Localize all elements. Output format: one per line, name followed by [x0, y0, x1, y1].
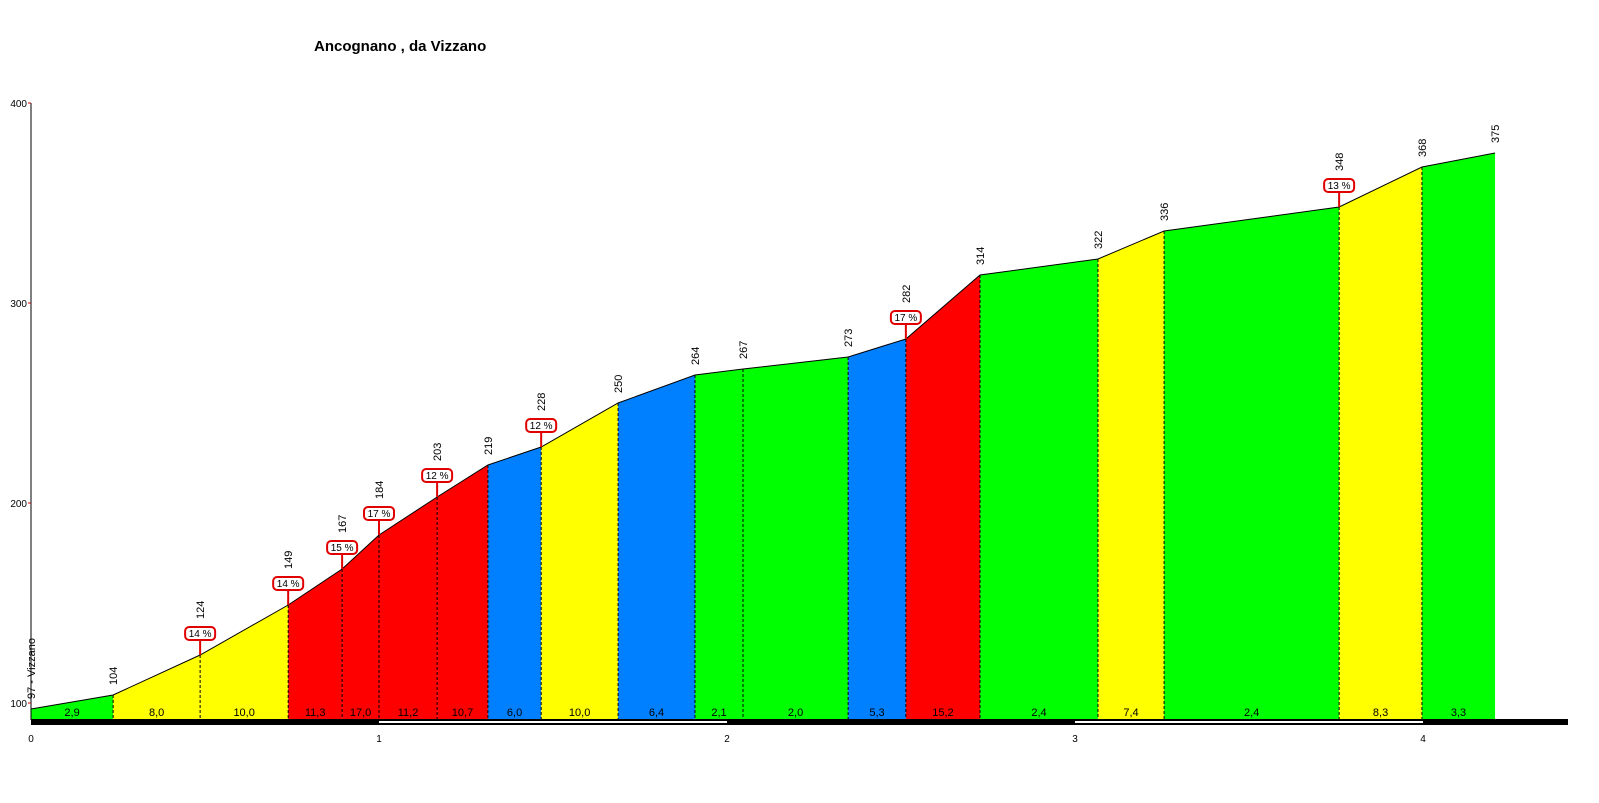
elevation-label: 104 — [108, 667, 120, 685]
elevation-label: 273 — [843, 329, 855, 347]
segment-area — [1339, 167, 1422, 720]
elevation-label: 124 — [195, 601, 207, 619]
x-tick-label: 2 — [724, 734, 730, 745]
elevation-label: 282 — [901, 285, 913, 303]
gradient-label: 6,0 — [507, 707, 522, 719]
x-tick-label: 1 — [376, 734, 382, 745]
max-gradient-label: 13 % — [1328, 181, 1351, 192]
max-gradient-label: 12 % — [530, 421, 553, 432]
distance-bar — [31, 719, 1568, 725]
y-tick-label: 200 — [10, 499, 27, 510]
profile-line — [30, 152, 1496, 710]
distance-bar-white-section — [1075, 721, 1423, 723]
max-gradient-label: 14 % — [277, 579, 300, 590]
elevation-label: 322 — [1093, 231, 1105, 249]
gradient-label: 2,1 — [711, 707, 726, 719]
gradient-label: 11,3 — [305, 707, 326, 719]
segment-area — [1164, 207, 1340, 720]
segment-area — [487, 447, 542, 720]
gradient-label: 17,0 — [350, 707, 371, 719]
segment-area — [200, 605, 289, 720]
elevation-label: 264 — [690, 347, 702, 365]
elevation-label: 149 — [283, 551, 295, 569]
flag-box — [421, 468, 454, 483]
flag-box — [525, 418, 558, 433]
segment-area — [288, 569, 343, 720]
gradient-label: 2,9 — [64, 707, 79, 719]
segment-area — [694, 369, 744, 720]
gradient-label: 8,3 — [1373, 707, 1388, 719]
max-gradient-label: 17 % — [894, 313, 917, 324]
segment-area — [979, 259, 1098, 720]
segment-area — [437, 465, 488, 720]
elevation-label: 314 — [975, 247, 987, 265]
gradient-label: 5,3 — [869, 707, 884, 719]
segment-area — [342, 535, 379, 720]
segment-area — [113, 655, 201, 720]
x-tick-label: 3 — [1072, 734, 1078, 745]
elevation-label: 167 — [337, 515, 349, 533]
gradient-label: 2,4 — [1031, 707, 1046, 719]
gradient-label: 10,0 — [569, 707, 590, 719]
gradient-label: 7,4 — [1123, 707, 1138, 719]
segment-area — [743, 357, 849, 720]
gradient-label: 11,2 — [398, 707, 419, 719]
gradient-label: 3,3 — [1451, 707, 1466, 719]
gradient-label: 15,2 — [932, 707, 953, 719]
gradient-label: 10,7 — [452, 707, 473, 719]
distance-bar-white-section — [379, 721, 727, 723]
flag-box — [363, 506, 395, 521]
elevation-label: 348 — [1334, 153, 1346, 171]
gradient-label: 8,0 — [149, 707, 164, 719]
elevation-label: 97 - Vizzano — [26, 638, 38, 699]
segment-area — [905, 275, 980, 720]
segment-area — [379, 497, 438, 720]
flag-box — [326, 540, 359, 555]
segment-area — [618, 375, 695, 720]
elevation-label: 250 — [613, 375, 625, 393]
x-tick-label: 4 — [1420, 734, 1426, 745]
segment-area — [541, 403, 619, 720]
flag-box — [889, 310, 922, 325]
elevation-label: 267 — [738, 341, 750, 359]
chart-title: Ancognano , da Vizzano — [314, 38, 487, 55]
elevation-label: 336 — [1159, 203, 1171, 221]
x-tick-label: 0 — [28, 734, 34, 745]
flag-box — [272, 576, 305, 591]
gradient-label: 2,0 — [788, 707, 803, 719]
elevation-label: 368 — [1417, 139, 1429, 157]
elevation-label: 228 — [536, 393, 548, 411]
segment-area — [848, 339, 906, 720]
elevation-label: 219 — [483, 437, 495, 455]
segment-area — [1421, 153, 1496, 720]
gradient-label: 6,4 — [649, 707, 664, 719]
y-tick-label: 100 — [10, 699, 27, 710]
elevation-label: 375 — [1490, 125, 1502, 143]
gradient-label: 2,4 — [1244, 707, 1259, 719]
y-tick-label: 400 — [10, 99, 27, 110]
max-gradient-label: 17 % — [368, 509, 391, 520]
gradient-label: 10,0 — [233, 707, 254, 719]
elevation-label: 184 — [374, 481, 386, 499]
segment-area — [1097, 231, 1165, 720]
flag-box — [184, 626, 217, 641]
flag-box — [1323, 178, 1356, 193]
segment-area — [31, 695, 114, 720]
y-tick-label: 300 — [10, 299, 27, 310]
max-gradient-label: 15 % — [331, 543, 354, 554]
max-gradient-label: 12 % — [426, 471, 449, 482]
max-gradient-label: 14 % — [189, 629, 212, 640]
elevation-label: 203 — [432, 443, 444, 461]
